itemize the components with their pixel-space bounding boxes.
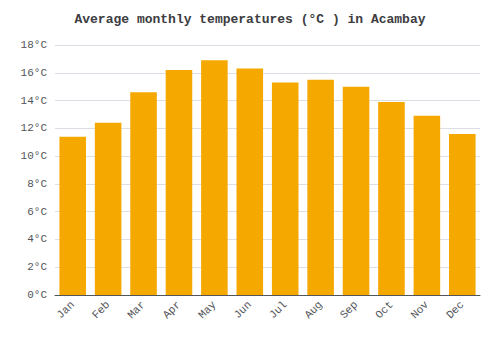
svg-text:Average monthly temperatures (: Average monthly temperatures (°C ) in Ac…: [74, 12, 425, 27]
svg-text:Dec: Dec: [444, 299, 466, 321]
svg-text:Oct: Oct: [373, 299, 395, 321]
svg-text:4°C: 4°C: [27, 233, 47, 245]
svg-text:12°C: 12°C: [21, 122, 48, 134]
svg-text:10°C: 10°C: [21, 150, 48, 162]
svg-text:Aug: Aug: [302, 299, 324, 321]
svg-text:8°C: 8°C: [27, 178, 47, 190]
svg-text:Nov: Nov: [409, 298, 432, 321]
svg-text:0°C: 0°C: [27, 289, 47, 301]
svg-text:Apr: Apr: [161, 299, 183, 321]
svg-text:Jul: Jul: [267, 299, 289, 321]
svg-text:14°C: 14°C: [21, 95, 48, 107]
svg-text:Jan: Jan: [54, 299, 76, 321]
svg-text:6°C: 6°C: [27, 206, 47, 218]
svg-text:Mar: Mar: [125, 299, 147, 321]
svg-text:2°C: 2°C: [27, 261, 47, 273]
svg-text:18°C: 18°C: [21, 39, 48, 51]
svg-text:Sep: Sep: [338, 299, 360, 321]
svg-text:Feb: Feb: [90, 299, 112, 321]
svg-text:May: May: [196, 298, 219, 321]
svg-text:Jun: Jun: [232, 299, 254, 321]
svg-text:16°C: 16°C: [21, 67, 48, 79]
